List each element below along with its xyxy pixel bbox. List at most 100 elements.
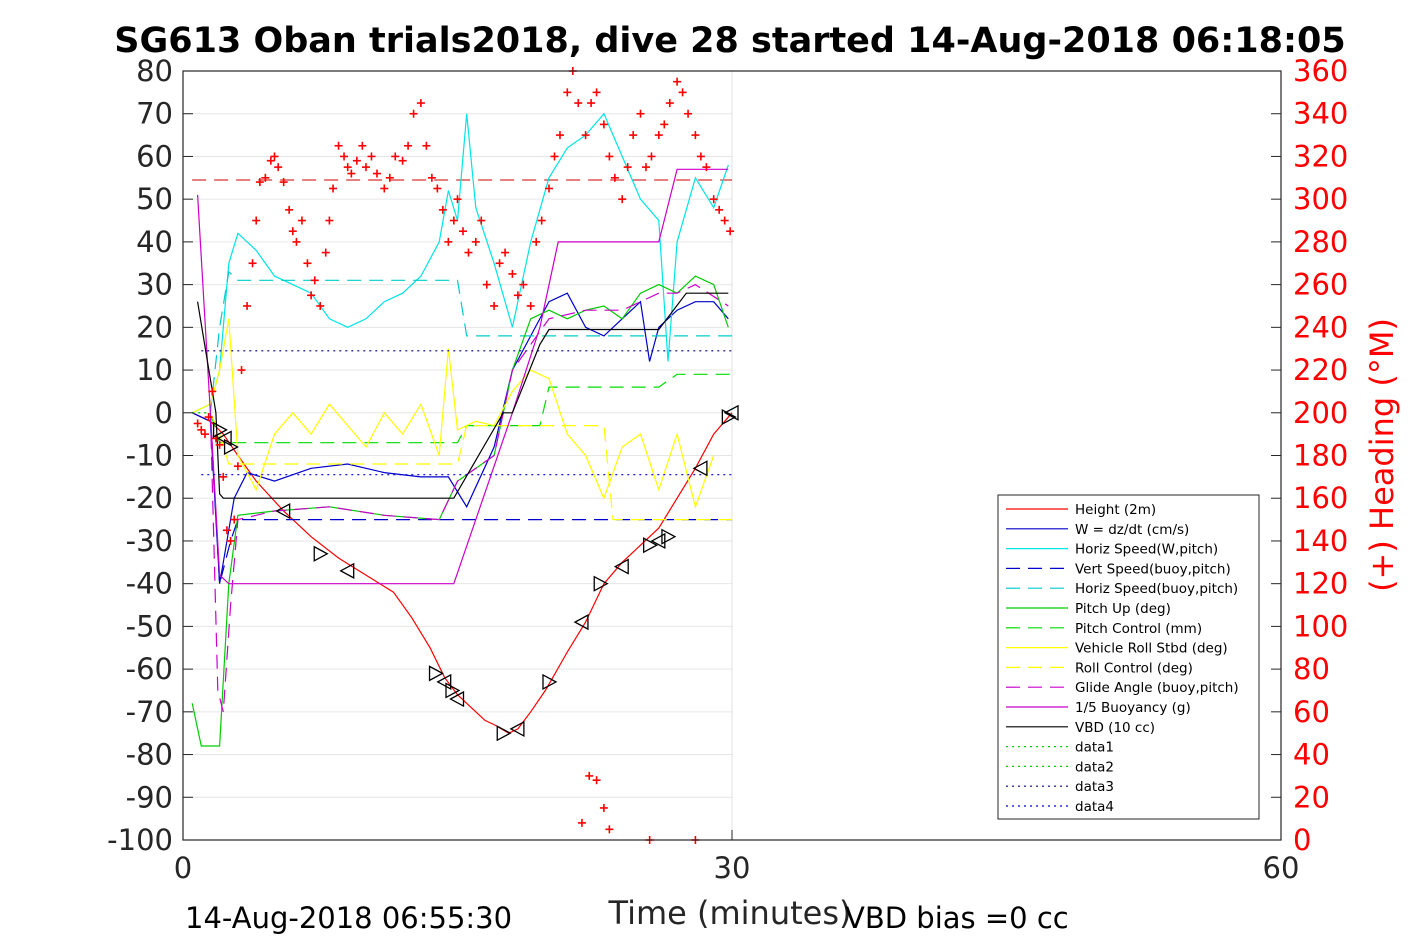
heading-point: [702, 163, 711, 172]
profile-marker: [449, 690, 465, 708]
heading-point: [636, 109, 645, 118]
y2-tick-label: 60: [1293, 695, 1330, 729]
profile-marker: [339, 562, 355, 579]
y2-tick-label: 100: [1293, 609, 1348, 643]
profile-marker: [445, 682, 461, 699]
heading-point: [288, 227, 297, 236]
heading-point: [292, 237, 301, 246]
heading-point: [720, 216, 729, 225]
profile-marker: [721, 408, 737, 426]
heading-point: [380, 184, 389, 193]
y-tick-label: -90: [126, 780, 173, 814]
y2-tick-label: 220: [1293, 353, 1348, 387]
heading-point: [647, 152, 656, 161]
y2-tick-label: 260: [1293, 268, 1348, 302]
heading-point: [444, 237, 453, 246]
y-tick-label: 60: [136, 139, 173, 173]
heading-point: [577, 818, 586, 827]
heading-point: [416, 99, 425, 108]
x-axis-ticks: 0 30 60: [174, 830, 1300, 885]
heading-point: [581, 131, 590, 140]
heading-point: [618, 195, 627, 204]
heading-point: [367, 152, 376, 161]
heading-point: [325, 216, 334, 225]
profile-marker: [661, 528, 677, 545]
series-line-8: [209, 412, 732, 521]
legend-label: Vert Speed(buoy,pitch): [1075, 561, 1231, 577]
legend-label: Vehicle Roll Stbd (deg): [1075, 641, 1228, 657]
heading-point: [409, 109, 418, 118]
y-tick-label: -20: [126, 481, 173, 515]
y-tick-label: -100: [107, 823, 173, 857]
heading-point: [449, 216, 458, 225]
y-tick-label: -10: [126, 439, 173, 473]
profile-marker: [275, 502, 291, 520]
legend-label: data4: [1075, 799, 1114, 815]
profile-marker: [436, 673, 452, 691]
heading-point: [200, 430, 209, 439]
profile-marker: [212, 421, 228, 438]
heading-point: [255, 178, 264, 187]
heading-point: [471, 237, 480, 246]
heading-point: [208, 387, 217, 396]
legend-label: data1: [1075, 740, 1114, 756]
heading-point: [372, 169, 381, 178]
heading-point: [482, 280, 491, 289]
profile-marker: [593, 575, 609, 592]
legend-label: Pitch Up (deg): [1075, 601, 1171, 617]
heading-point: [243, 301, 252, 310]
heading-point: [726, 227, 735, 236]
y2-axis-label: (+) Heading (°M): [1363, 318, 1401, 592]
heading-point: [340, 152, 349, 161]
heading-point: [197, 425, 206, 434]
heading-point: [237, 366, 246, 375]
heading-point: [230, 515, 239, 524]
profile-marker: [223, 438, 239, 456]
heading-point: [532, 237, 541, 246]
heading-point: [537, 216, 546, 225]
heading-point: [641, 163, 650, 172]
profile-marker: [573, 614, 589, 631]
heading-point: [519, 280, 528, 289]
heading-point: [329, 184, 338, 193]
heading-point: [587, 99, 596, 108]
heading-point: [226, 536, 235, 545]
series-line-4: [209, 270, 732, 413]
legend-label: Horiz Speed(buoy,pitch): [1075, 581, 1238, 597]
legend: Height (2m) W = dz/dt (cm/s) Horiz Speed(W…: [997, 494, 1260, 820]
x-tick-label: 60: [1263, 851, 1300, 885]
y2-tick-label: 40: [1293, 738, 1330, 772]
legend-label: VBD (10 cc): [1075, 720, 1155, 736]
series-line-9: [209, 283, 729, 712]
heading-point: [433, 184, 442, 193]
heading-point: [321, 248, 330, 257]
heading-point: [563, 88, 572, 97]
y2-tick-label: 80: [1293, 652, 1330, 686]
y-tick-label: -40: [126, 567, 173, 601]
y2-tick-label: 180: [1293, 439, 1348, 473]
heading-point: [665, 99, 674, 108]
y-tick-label: -70: [126, 695, 173, 729]
series-line-10: [197, 168, 729, 585]
heading-point: [334, 141, 343, 150]
heading-point: [261, 173, 270, 182]
heading-point: [550, 152, 559, 161]
legend-label: Pitch Control (mm): [1075, 621, 1202, 637]
profile-marker: [613, 558, 629, 575]
heading-point: [303, 259, 312, 268]
heading-point: [696, 152, 705, 161]
legend-label: Glide Angle (buoy,pitch): [1075, 680, 1239, 696]
heading-point: [391, 152, 400, 161]
legend-label: Horiz Speed(W,pitch): [1075, 542, 1218, 558]
heading-point: [274, 163, 283, 172]
heading-point: [307, 291, 316, 300]
y-tick-label: -80: [126, 738, 173, 772]
y2-tick-label: 300: [1293, 182, 1348, 216]
heading-point: [585, 771, 594, 780]
legend-label: Height (2m): [1075, 502, 1156, 518]
heading-point: [398, 156, 407, 165]
y-tick-label: 40: [136, 225, 173, 259]
heading-point: [599, 120, 608, 129]
y-tick-label: 20: [136, 310, 173, 344]
profile-marker: [509, 720, 525, 738]
